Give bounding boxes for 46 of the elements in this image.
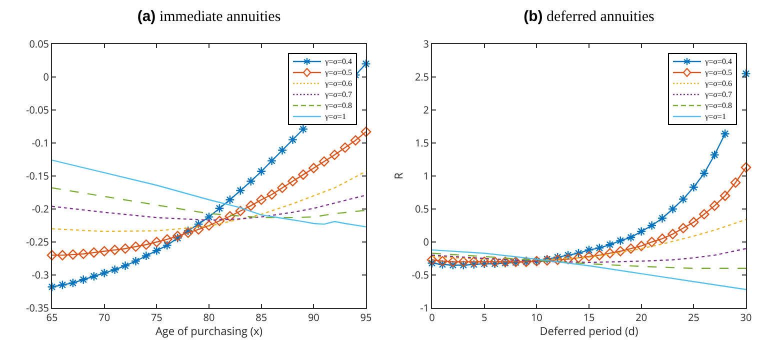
x-tick-label: 15 (583, 310, 595, 324)
x-tick-label: 5 (481, 310, 488, 324)
y-tick-label: -0.1 (32, 136, 49, 150)
x-tick-label: 10 (530, 310, 543, 324)
x-tick-label: 30 (740, 310, 752, 324)
x-tick-label: 95 (360, 310, 372, 324)
x-axis-title: Age of purchasing (x) (155, 324, 263, 340)
x-tick-label: 85 (256, 310, 268, 324)
y-tick-label: 3 (423, 36, 430, 50)
y-tick-label: 0 (423, 234, 430, 248)
y-tick-label: 0.05 (29, 36, 50, 50)
y-tick-label: 0 (43, 70, 50, 84)
y-tick-label: 2 (423, 102, 430, 116)
x-tick-label: 90 (308, 310, 320, 324)
legend-label: γ=σ=0.4 (325, 56, 352, 67)
x-tick-label: 80 (203, 310, 215, 324)
x-tick-label: 70 (98, 310, 110, 324)
y-tick-label: -0.25 (26, 234, 50, 248)
y-tick-label: -0.05 (26, 102, 50, 116)
x-tick-label: 75 (150, 310, 163, 324)
legend-label: γ=σ=0.7 (705, 89, 732, 100)
y-axis-title: R (391, 172, 406, 180)
chart-title: (b) deferred annuities (524, 8, 655, 25)
legend-label: γ=σ=0.7 (325, 89, 352, 100)
y-tick-label: -0.15 (26, 168, 50, 182)
legend-label: γ=σ=0.8 (325, 100, 352, 111)
legend-label: γ=σ=0.4 (705, 56, 732, 67)
legend-label: γ=σ=1 (325, 111, 346, 122)
y-tick-label: 1.5 (414, 136, 430, 150)
chart-title: (a) immediate annuities (137, 8, 281, 25)
y-tick-label: 2.5 (414, 70, 430, 84)
y-tick-label: -1 (420, 300, 429, 314)
legend-label: γ=σ=1 (705, 111, 726, 122)
x-axis-title: Deferred period (d) (540, 324, 638, 340)
y-tick-label: 1 (423, 168, 429, 182)
x-tick-label: 20 (636, 310, 648, 324)
y-tick-label: -0.5 (412, 268, 430, 282)
legend-label: γ=σ=0.6 (325, 78, 352, 89)
y-tick-label: -0.2 (32, 202, 50, 216)
y-tick-label: 0.5 (414, 202, 430, 216)
legend-label: γ=σ=0.5 (325, 67, 352, 78)
y-tick-label: -0.3 (32, 268, 50, 282)
legend-label: γ=σ=0.5 (705, 67, 732, 78)
legend-label: γ=σ=0.6 (705, 78, 732, 89)
x-tick-label: 25 (688, 310, 700, 324)
legend-label: γ=σ=0.8 (705, 100, 732, 111)
